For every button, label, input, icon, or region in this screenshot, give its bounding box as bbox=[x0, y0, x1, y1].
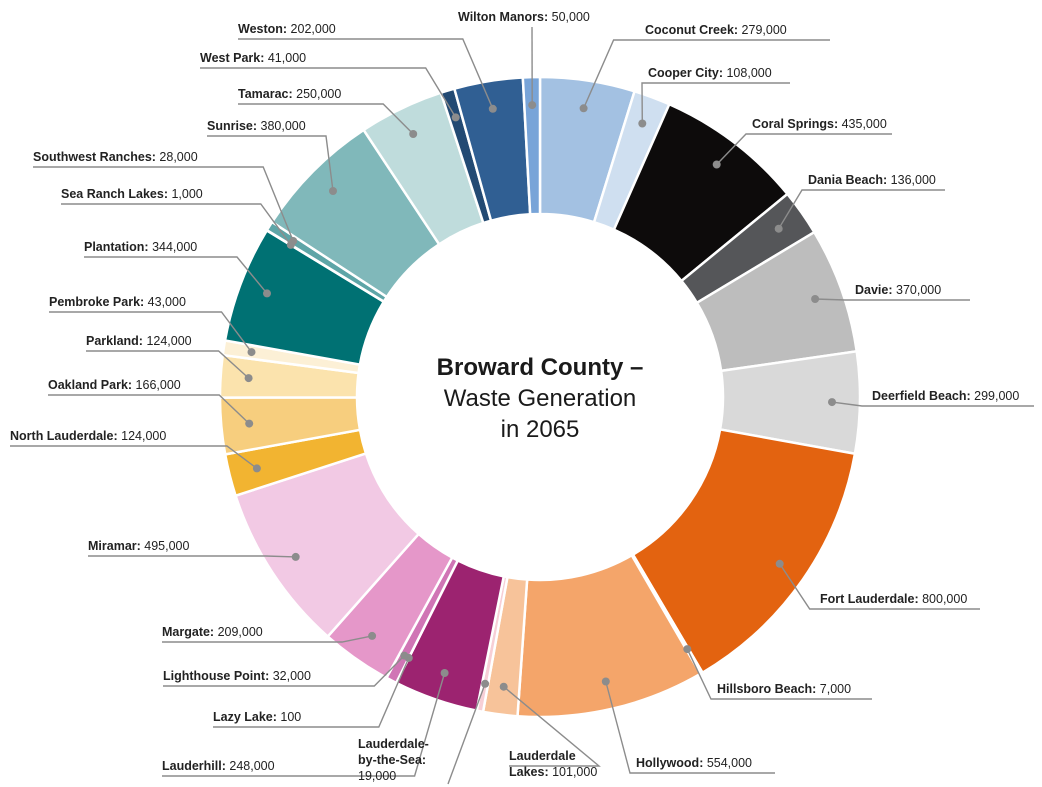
leader-dot-southwest-ranches bbox=[289, 237, 298, 245]
leader-line-coral-springs bbox=[716, 133, 892, 165]
leader-line-southwest-ranches bbox=[33, 166, 294, 242]
chart-title-line2: Waste Generation bbox=[443, 385, 637, 412]
data-label-cooper-city: Cooper City: 108,000 bbox=[648, 66, 772, 80]
leader-dot-coral-springs bbox=[712, 160, 721, 169]
leader-dot-lauderdale-lakes bbox=[499, 682, 508, 691]
leader-dot-lauderhill bbox=[440, 669, 449, 677]
leader-dot-parkland bbox=[244, 374, 253, 383]
leader-line-oakland-park bbox=[48, 394, 250, 425]
leader-line-deerfield-beach bbox=[831, 401, 1034, 407]
leader-line-margate bbox=[162, 635, 373, 643]
data-label-lighthouse-point: Lighthouse Point: 32,000 bbox=[163, 669, 311, 683]
leader-dot-coconut-creek bbox=[579, 104, 588, 113]
leader-dot-wilton-manors bbox=[528, 101, 537, 110]
data-label-lauderhill: Lauderhill: 248,000 bbox=[162, 759, 275, 773]
leader-dot-cooper-city bbox=[638, 119, 647, 128]
data-label-dania-beach: Dania Beach: 136,000 bbox=[808, 173, 936, 187]
leader-line-davie bbox=[815, 298, 970, 301]
data-label-lauderdale-by-the-sea-line2: by-the-Sea: bbox=[358, 753, 426, 767]
data-label-lauderdale-by-the-sea-line1: Lauderdale- bbox=[358, 737, 429, 751]
leader-dot-fort-lauderdale bbox=[775, 559, 784, 568]
data-label-lauderdale-lakes-line1: Lauderdale bbox=[509, 749, 576, 763]
data-label-north-lauderdale: North Lauderdale: 124,000 bbox=[10, 429, 166, 443]
data-label-parkland: Parkland: 124,000 bbox=[86, 334, 192, 348]
data-label-coral-springs: Coral Springs: 435,000 bbox=[752, 117, 887, 131]
leader-dot-dania-beach bbox=[774, 224, 783, 233]
data-label-weston: Weston: 202,000 bbox=[238, 22, 336, 36]
chart-title-line1: Broward County – bbox=[436, 354, 644, 381]
data-label-davie: Davie: 370,000 bbox=[855, 283, 941, 297]
leader-line-hollywood bbox=[605, 681, 775, 774]
leader-dot-davie bbox=[811, 295, 820, 303]
leader-dot-oakland-park bbox=[245, 419, 254, 428]
leader-line-lauderdale-by-the-sea bbox=[447, 683, 486, 785]
donut-slices bbox=[218, 75, 862, 719]
leader-line-lazy-lake bbox=[213, 657, 410, 728]
leader-dot-hillsboro-beach bbox=[683, 645, 692, 654]
data-label-pembroke-park: Pembroke Park: 43,000 bbox=[49, 295, 186, 309]
data-label-oakland-park: Oakland Park: 166,000 bbox=[48, 378, 181, 392]
leader-dot-margate bbox=[368, 631, 377, 640]
leader-dot-tamarac bbox=[409, 130, 418, 138]
leader-dot-pembroke-park bbox=[247, 348, 256, 357]
data-label-sea-ranch-lakes: Sea Ranch Lakes: 1,000 bbox=[61, 187, 203, 201]
leader-line-lauderdale-lakes bbox=[503, 686, 601, 767]
data-label-plantation: Plantation: 344,000 bbox=[84, 240, 197, 254]
data-label-deerfield-beach: Deerfield Beach: 299,000 bbox=[872, 389, 1019, 403]
leader-line-hillsboro-beach bbox=[686, 648, 872, 700]
leader-dot-plantation bbox=[263, 289, 271, 298]
leader-line-cooper-city bbox=[641, 82, 790, 124]
leader-line-tamarac bbox=[238, 103, 414, 135]
data-label-fort-lauderdale: Fort Lauderdale: 800,000 bbox=[820, 592, 967, 606]
leader-line-pembroke-park bbox=[49, 311, 253, 353]
data-label-hollywood: Hollywood: 554,000 bbox=[636, 756, 752, 770]
leader-line-weston bbox=[238, 38, 494, 110]
leader-lines bbox=[10, 26, 1034, 785]
leader-dot-lauderdale-by-the-sea bbox=[481, 679, 490, 688]
leader-line-north-lauderdale bbox=[10, 445, 258, 469]
leader-line-lauderhill bbox=[162, 672, 446, 777]
data-label-southwest-ranches: Southwest Ranches: 28,000 bbox=[33, 150, 198, 164]
data-label-coconut-creek: Coconut Creek: 279,000 bbox=[645, 23, 787, 37]
leader-dot-west-park bbox=[451, 113, 460, 122]
leader-line-miramar bbox=[88, 555, 296, 558]
leader-dot-weston bbox=[488, 104, 497, 113]
leader-dot-north-lauderdale bbox=[252, 464, 261, 473]
chart-title: Broward County – Waste Generation in 206… bbox=[390, 352, 690, 445]
leader-line-lighthouse-point bbox=[163, 655, 405, 687]
data-label-lauderdale-lakes-line2: Lakes: 101,000 bbox=[509, 765, 597, 779]
leader-dot-sunrise bbox=[329, 187, 337, 195]
data-labels: Coconut Creek: 279,000 Cooper City: 108,0… bbox=[10, 10, 1019, 783]
slice-fort-lauderdale bbox=[631, 427, 857, 675]
leader-line-sea-ranch-lakes bbox=[61, 203, 292, 246]
leader-line-west-park bbox=[200, 67, 457, 118]
data-label-margate: Margate: 209,000 bbox=[162, 625, 263, 639]
leader-line-parkland bbox=[86, 350, 250, 379]
data-label-miramar: Miramar: 495,000 bbox=[88, 539, 190, 553]
chart-title-line3: in 2065 bbox=[500, 416, 580, 443]
leader-line-sunrise bbox=[207, 135, 334, 192]
leader-dot-lighthouse-point bbox=[400, 651, 409, 660]
data-label-lazy-lake: Lazy Lake: 100 bbox=[213, 710, 301, 724]
leader-dot-deerfield-beach bbox=[828, 398, 836, 407]
data-label-tamarac: Tamarac: 250,000 bbox=[238, 87, 341, 101]
data-label-hillsboro-beach: Hillsboro Beach: 7,000 bbox=[717, 682, 851, 696]
leader-dot-hollywood bbox=[601, 677, 610, 686]
leader-dot-miramar bbox=[291, 552, 300, 561]
data-label-sunrise: Sunrise: 380,000 bbox=[207, 119, 306, 133]
leader-line-plantation bbox=[84, 256, 268, 294]
leader-line-coconut-creek bbox=[582, 39, 830, 109]
leader-line-dania-beach bbox=[778, 189, 945, 230]
data-label-lauderdale-by-the-sea-line3: 19,000 bbox=[358, 769, 396, 783]
data-label-wilton-manors: Wilton Manors: 50,000 bbox=[458, 10, 590, 24]
data-label-west-park: West Park: 41,000 bbox=[200, 51, 306, 65]
leader-line-fort-lauderdale bbox=[779, 563, 980, 610]
slice-wilton-manors bbox=[521, 75, 542, 216]
